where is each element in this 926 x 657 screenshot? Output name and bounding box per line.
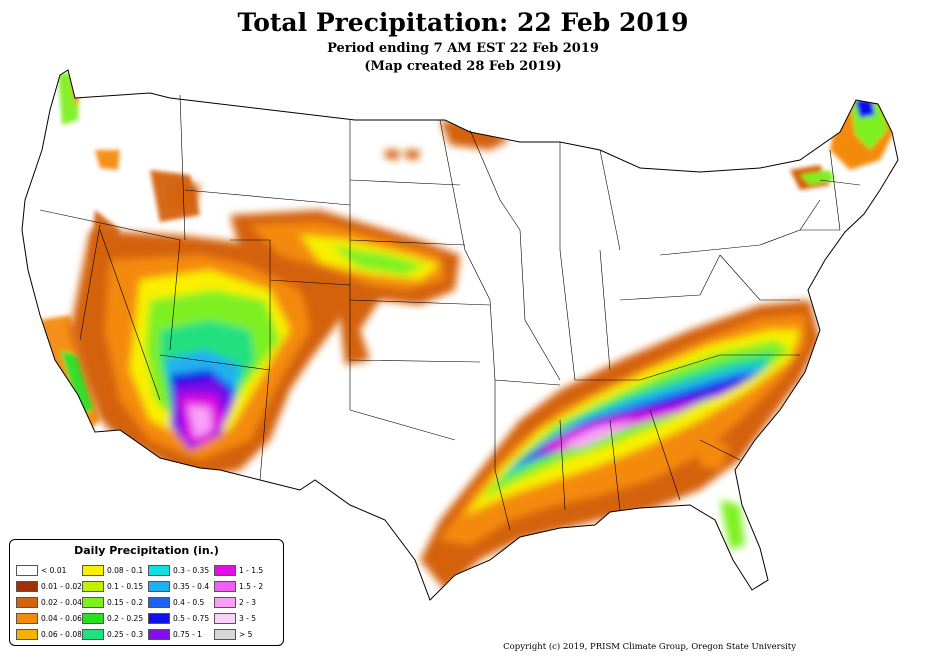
legend-item: 0.01 - 0.02 xyxy=(16,578,82,594)
legend-item: < 0.01 xyxy=(16,562,82,578)
legend-item: 0.2 - 0.25 xyxy=(82,610,148,626)
legend-item: 0.25 - 0.3 xyxy=(82,626,148,642)
legend-item: 3 - 5 xyxy=(214,610,280,626)
legend-label: 0.35 - 0.4 xyxy=(173,581,210,591)
southeast-precip xyxy=(420,300,820,590)
legend-swatch xyxy=(148,564,170,576)
legend-label: 1.5 - 2 xyxy=(239,581,264,591)
us-outline xyxy=(21,69,899,601)
legend-label: 1 - 1.5 xyxy=(239,565,264,575)
legend-label: 0.5 - 0.75 xyxy=(173,613,210,623)
map-title: Total Precipitation: 22 Feb 2019 xyxy=(237,8,689,37)
legend-swatch xyxy=(82,628,104,640)
legend-swatch xyxy=(82,564,104,576)
legend-label: 0.4 - 0.5 xyxy=(173,597,205,607)
legend-item: 1.5 - 2 xyxy=(214,578,280,594)
period-subtitle: Period ending 7 AM EST 22 Feb 2019 xyxy=(327,41,599,56)
legend-swatch xyxy=(148,612,170,624)
legend-item: 0.75 - 1 xyxy=(148,626,214,642)
legend-item: 0.4 - 0.5 xyxy=(148,594,214,610)
legend-swatch xyxy=(16,564,38,576)
state-boundaries xyxy=(39,94,861,531)
southwest-precip xyxy=(70,230,350,480)
legend-label: 0.75 - 1 xyxy=(173,629,202,639)
legend-title: Daily Precipitation (in.) xyxy=(74,544,219,557)
legend-swatch xyxy=(214,596,236,608)
legend-swatch xyxy=(148,628,170,640)
legend-swatch xyxy=(16,580,38,592)
legend-item: 0.06 - 0.08 xyxy=(16,626,82,642)
legend-swatch xyxy=(16,612,38,624)
legend-swatch xyxy=(214,612,236,624)
legend-label: 0.2 - 0.25 xyxy=(107,613,144,623)
legend-label: 0.04 - 0.06 xyxy=(41,613,82,623)
legend-label: 0.25 - 0.3 xyxy=(107,629,144,639)
legend-item: 0.1 - 0.15 xyxy=(82,578,148,594)
legend-label: 0.3 - 0.35 xyxy=(173,565,210,575)
legend-item: 2 - 3 xyxy=(214,594,280,610)
legend-label: < 0.01 xyxy=(41,565,67,575)
legend-swatch xyxy=(148,580,170,592)
legend-swatch xyxy=(82,612,104,624)
legend-label: 0.08 - 0.1 xyxy=(107,565,144,575)
legend-item: 0.02 - 0.04 xyxy=(16,594,82,610)
copyright-text: Copyright (c) 2019, PRISM Climate Group,… xyxy=(503,642,796,652)
legend-item: 0.15 - 0.2 xyxy=(82,594,148,610)
legend-swatch xyxy=(16,596,38,608)
legend-item: > 5 xyxy=(214,626,280,642)
legend-label: 3 - 5 xyxy=(239,613,257,623)
precipitation-legend: Daily Precipitation (in.) < 0.01 0.01 - … xyxy=(9,539,284,646)
legend-item: 0.08 - 0.1 xyxy=(82,562,148,578)
legend-label: > 5 xyxy=(239,629,253,639)
legend-item: 0.04 - 0.06 xyxy=(16,610,82,626)
legend-label: 0.1 - 0.15 xyxy=(107,581,144,591)
legend-swatch xyxy=(82,596,104,608)
legend-item: 0.3 - 0.35 xyxy=(148,562,214,578)
legend-label: 0.06 - 0.08 xyxy=(41,629,82,639)
legend-item: 0.5 - 0.75 xyxy=(148,610,214,626)
legend-swatch xyxy=(214,564,236,576)
legend-swatch xyxy=(82,580,104,592)
legend-item: 1 - 1.5 xyxy=(214,562,280,578)
legend-label: 0.01 - 0.02 xyxy=(41,581,82,591)
legend-swatch xyxy=(214,580,236,592)
legend-label: 2 - 3 xyxy=(239,597,257,607)
legend-swatch xyxy=(16,628,38,640)
plains-precip xyxy=(170,120,510,365)
created-subtitle: (Map created 28 Feb 2019) xyxy=(364,59,562,74)
legend-item: 0.35 - 0.4 xyxy=(148,578,214,594)
legend-grid: < 0.01 0.01 - 0.02 0.02 - 0.04 0.04 - 0.… xyxy=(16,562,280,642)
legend-label: 0.02 - 0.04 xyxy=(41,597,82,607)
legend-label: 0.15 - 0.2 xyxy=(107,597,144,607)
legend-swatch xyxy=(148,596,170,608)
legend-swatch xyxy=(214,628,236,640)
